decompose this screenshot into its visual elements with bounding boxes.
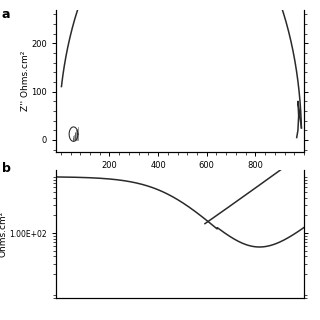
Text: a: a: [2, 8, 10, 21]
Y-axis label: Z'' Ohms.cm²: Z'' Ohms.cm²: [21, 51, 30, 111]
Text: b: b: [2, 162, 11, 175]
X-axis label: Z' Ohms.cm²: Z' Ohms.cm²: [151, 172, 209, 180]
Y-axis label: Ohms.cm²: Ohms.cm²: [0, 211, 8, 257]
